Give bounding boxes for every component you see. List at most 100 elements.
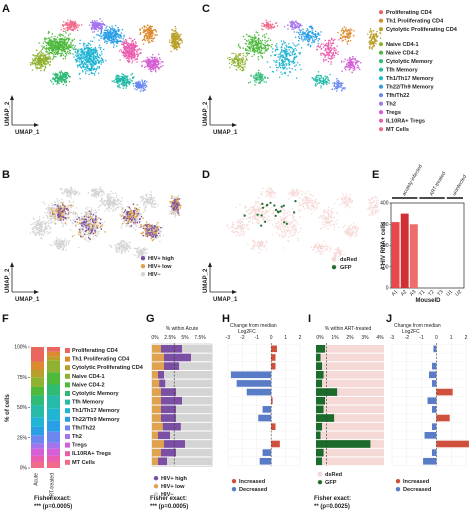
umap-cell-point [140,86,142,88]
umap-cell-point [149,37,151,39]
umap-cell-point [321,48,323,50]
umap-cell-point [116,41,118,44]
umap-cell-point [281,51,283,53]
umap-cell-point [255,40,257,42]
umap-cell-point [100,51,103,53]
umap-cell-point [40,67,42,69]
umap-cell-point [98,222,100,224]
umap-cell-point [56,74,58,76]
umap-cell-point [290,60,292,62]
umap-cell-point [294,26,296,28]
umap-cell-point [147,27,149,29]
umap-cell-point [96,25,98,27]
umap-cell-point [106,42,108,45]
umap-cell-point [171,40,174,42]
umap-cell-point [67,39,70,41]
umap-cell-point [53,215,55,217]
umap-cell-point [45,228,48,230]
umap-cell-point [127,42,130,44]
umap-cell-point [49,52,51,54]
umap-cell-point [103,38,105,40]
umap-cell-point [64,51,66,53]
umap-cell-point [314,79,316,82]
umap-cell-point [87,227,89,229]
umap-cell-point [93,48,95,50]
umap-cell-point [100,28,102,30]
umap-cell-point [264,76,266,79]
umap-cell-point [291,20,293,22]
umap-cell-point [85,237,87,239]
umap-cell-point [71,22,73,24]
umap-cell-point [280,55,283,57]
umap-cell-point [272,48,274,50]
umap-cell-point [87,212,89,214]
umap-cell-point [276,66,278,68]
umap-cell-point [115,81,117,83]
umap-cell-point [162,61,164,63]
umap-cell-point [90,69,92,71]
legend-swatch [378,18,384,23]
umap-cell-point [242,47,244,49]
umap-cell-point [68,37,70,39]
umap-cell-point [117,28,119,31]
umap-cell-point [95,68,97,70]
umap-cell-point [63,78,66,80]
panel-letter-a: A [2,3,10,15]
umap-cell-point [118,86,120,88]
umap-cell-point [316,33,318,36]
umap-cell-point [180,39,182,41]
umap-cell-point [228,62,231,64]
umap-cell-point [154,29,156,31]
umap-cell-point [47,32,49,34]
umap-cell-point [131,80,133,82]
umap-cell-point [61,37,63,40]
umap-cell-point [122,73,125,76]
umap-cell-point [349,35,351,37]
umap-cell-point [112,29,114,31]
umap-cell-point [66,77,68,79]
umap-cell-point [141,84,144,86]
umap-cell-point [335,49,337,51]
umap-cell-point [126,49,128,51]
umap-cell-point [288,46,290,48]
umap-cell-point [52,77,54,79]
legend-swatch [378,50,384,55]
umap-cell-point [58,41,60,44]
umap-cell-point [99,27,101,30]
umap-cell-point [85,73,87,75]
umap-cell-point [76,59,78,62]
umap-cell-point [141,65,143,67]
umap-cell-point [257,73,259,75]
umap-cell-point [235,68,238,71]
umap-cell-point [85,66,88,68]
umap-cell-point [97,30,99,32]
umap-cell-point [314,36,316,38]
umap-cell-point [171,42,173,44]
umap-cell-point [334,83,336,85]
umap-cell-point [39,59,41,61]
umap-cell-point [100,57,103,59]
umap-cell-point [300,29,302,31]
umap-cell-point [291,61,293,63]
umap-cell-point [72,23,74,25]
umap-cell-point [82,60,85,62]
umap-cell-point [95,62,97,64]
umap-cell-point [294,26,296,29]
umap-cell-point [257,47,259,49]
umap-cell-point [329,52,331,54]
umap-cell-point [61,218,63,220]
umap-cell-point [65,71,67,74]
umap-cell-point [146,56,148,59]
umap-cell-point [67,24,70,27]
umap-cell-point [69,33,71,35]
umap-cell-point [261,56,263,58]
umap-cell-point [293,50,295,52]
umap-cell-point [146,85,148,87]
umap-cell-point [318,37,320,40]
umap-cell-point [148,27,150,29]
umap-cell-point [348,69,350,71]
umap-cell-point [255,72,257,74]
umap-cell-point [344,87,346,89]
umap-cell-point [288,43,290,45]
umap-cell-point [160,66,162,68]
